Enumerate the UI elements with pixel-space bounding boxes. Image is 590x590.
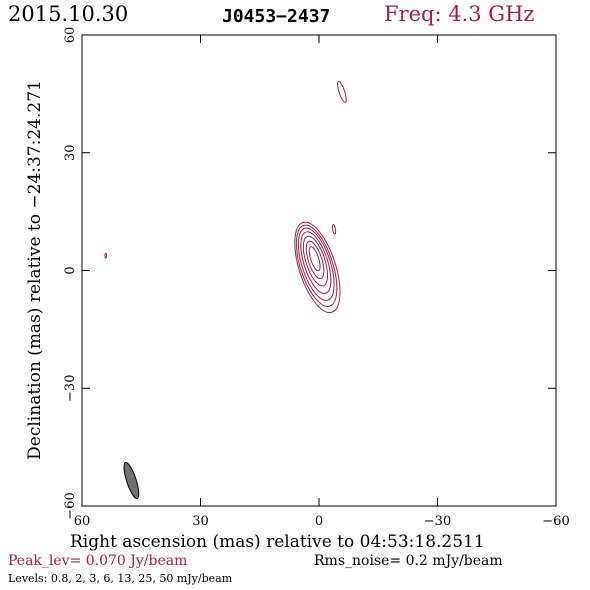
contour-0.8 (294, 221, 341, 314)
x-tick-label: 0 (315, 514, 323, 529)
ticks-layer: 60 30 0 −30 −60 −60 −30 0 30 60 (63, 27, 570, 529)
y-axis-label: Declination (mas) relative to −24:37:24.… (25, 80, 45, 460)
rms-noise: Rms_noise= 0.2 mJy/beam (314, 553, 503, 569)
beam-layer (123, 462, 140, 499)
y-tick-label: 30 (63, 144, 78, 161)
contour-2 (295, 224, 338, 307)
y-tick-label: 60 (63, 27, 78, 44)
x-tick-label: 60 (74, 514, 91, 529)
peak-level: Peak_lev= 0.070 Jy/beam (8, 553, 188, 569)
frequency-label: Freq: 4.3 GHz (384, 2, 535, 26)
x-tick-label: −30 (424, 514, 451, 529)
contours-layer (104, 80, 347, 314)
y-tick-label: −60 (63, 492, 78, 519)
contour-secondary-2 (104, 252, 107, 259)
y-tick-label: −30 (63, 375, 78, 402)
contour-13 (302, 235, 329, 287)
x-tick-label: 30 (192, 514, 209, 529)
contour-secondary-1 (331, 224, 337, 235)
x-axis-label: Right ascension (mas) relative to 04:53:… (70, 532, 485, 552)
y-tick-label: 0 (63, 266, 78, 274)
contour-levels: Levels: 0.8, 2, 3, 6, 13, 25, 50 mJy/bea… (8, 572, 233, 585)
source-name: J0453−2437 (222, 6, 331, 27)
contour-50 (308, 246, 321, 272)
x-tick-label: −60 (542, 514, 569, 529)
contour-6 (300, 231, 332, 294)
beam-ellipse (123, 462, 140, 499)
observation-date: 2015.10.30 (8, 2, 129, 26)
contour-3 (297, 227, 335, 301)
contour-25 (305, 240, 325, 280)
contour-secondary-0 (337, 80, 347, 103)
